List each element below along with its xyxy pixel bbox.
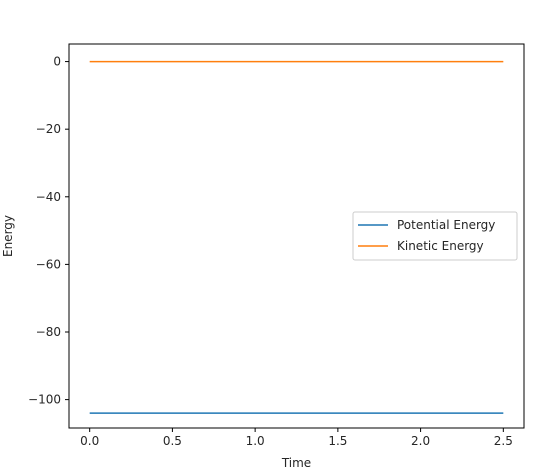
plot-frame: [68, 43, 525, 429]
y-axis-label: Energy: [1, 215, 15, 257]
y-tick-label: −20: [36, 122, 61, 136]
x-tick-label: 2.0: [411, 434, 430, 448]
series-layer: [89, 60, 504, 414]
x-tick-label: 2.5: [494, 434, 513, 448]
x-tick-label: 0.5: [163, 434, 182, 448]
y-tick-label: −100: [28, 393, 61, 407]
y-tick-label: 0: [53, 55, 61, 69]
x-tick-label: 1.5: [328, 434, 347, 448]
legend-label-potential-energy: Potential Energy: [397, 218, 495, 232]
y-tick-label: −40: [36, 190, 61, 204]
legend: Potential Energy Kinetic Energy: [352, 211, 518, 261]
ticks-layer: 0.0 0.5 1.0 1.5 2.0 2.5 0 −20 −40 −60 −80 −100: [28, 55, 513, 448]
legend-box: [352, 211, 518, 261]
x-tick-label: 0.0: [80, 434, 99, 448]
x-axis-label: Time: [281, 456, 311, 470]
x-tick-label: 1.0: [246, 434, 265, 448]
y-tick-label: −80: [36, 325, 61, 339]
y-tick-label: −60: [36, 257, 61, 271]
legend-label-kinetic-energy: Kinetic Energy: [397, 239, 484, 253]
